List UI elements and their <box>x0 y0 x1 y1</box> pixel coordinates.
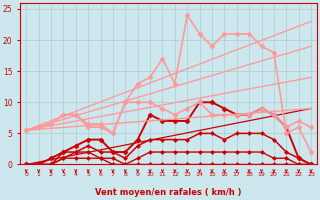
X-axis label: Vent moyen/en rafales ( km/h ): Vent moyen/en rafales ( km/h ) <box>95 188 242 197</box>
